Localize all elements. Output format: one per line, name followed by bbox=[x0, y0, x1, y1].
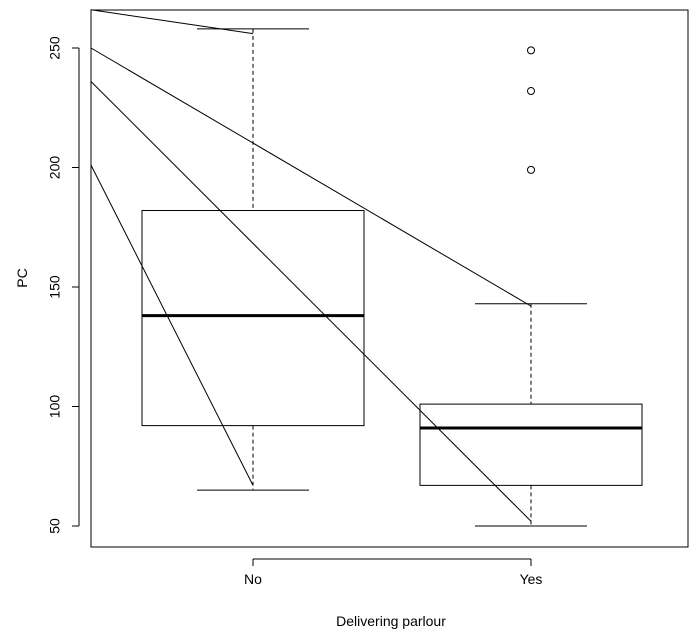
boxes bbox=[141, 28, 643, 527]
overlay-line bbox=[90, 164, 254, 486]
x-tick-label: No bbox=[244, 571, 262, 587]
x-axis: No Yes bbox=[244, 558, 543, 587]
x-tick-label: Yes bbox=[520, 571, 543, 587]
x-axis-title: Delivering parlour bbox=[336, 613, 446, 629]
overlay-line bbox=[90, 47, 532, 307]
y-tick-label: 50 bbox=[47, 518, 63, 534]
outlier-point bbox=[527, 165, 535, 174]
overlay-line bbox=[90, 9, 254, 35]
outlier-point bbox=[527, 46, 535, 55]
y-tick-label: 250 bbox=[47, 36, 63, 60]
overlay-lines bbox=[90, 9, 532, 522]
y-tick-label: 150 bbox=[47, 275, 63, 299]
box-no bbox=[141, 28, 365, 491]
y-tick-label: 200 bbox=[47, 156, 63, 180]
iqr-box bbox=[141, 210, 365, 427]
plot-frame bbox=[90, 9, 689, 548]
y-axis-title: PC bbox=[14, 268, 30, 287]
outlier-point bbox=[527, 87, 535, 96]
overlay-line bbox=[90, 81, 532, 522]
y-tick-label: 100 bbox=[47, 395, 63, 419]
box-yes bbox=[419, 46, 643, 527]
iqr-box bbox=[419, 403, 643, 486]
y-axis: 50 100 150 200 250 bbox=[47, 36, 80, 534]
